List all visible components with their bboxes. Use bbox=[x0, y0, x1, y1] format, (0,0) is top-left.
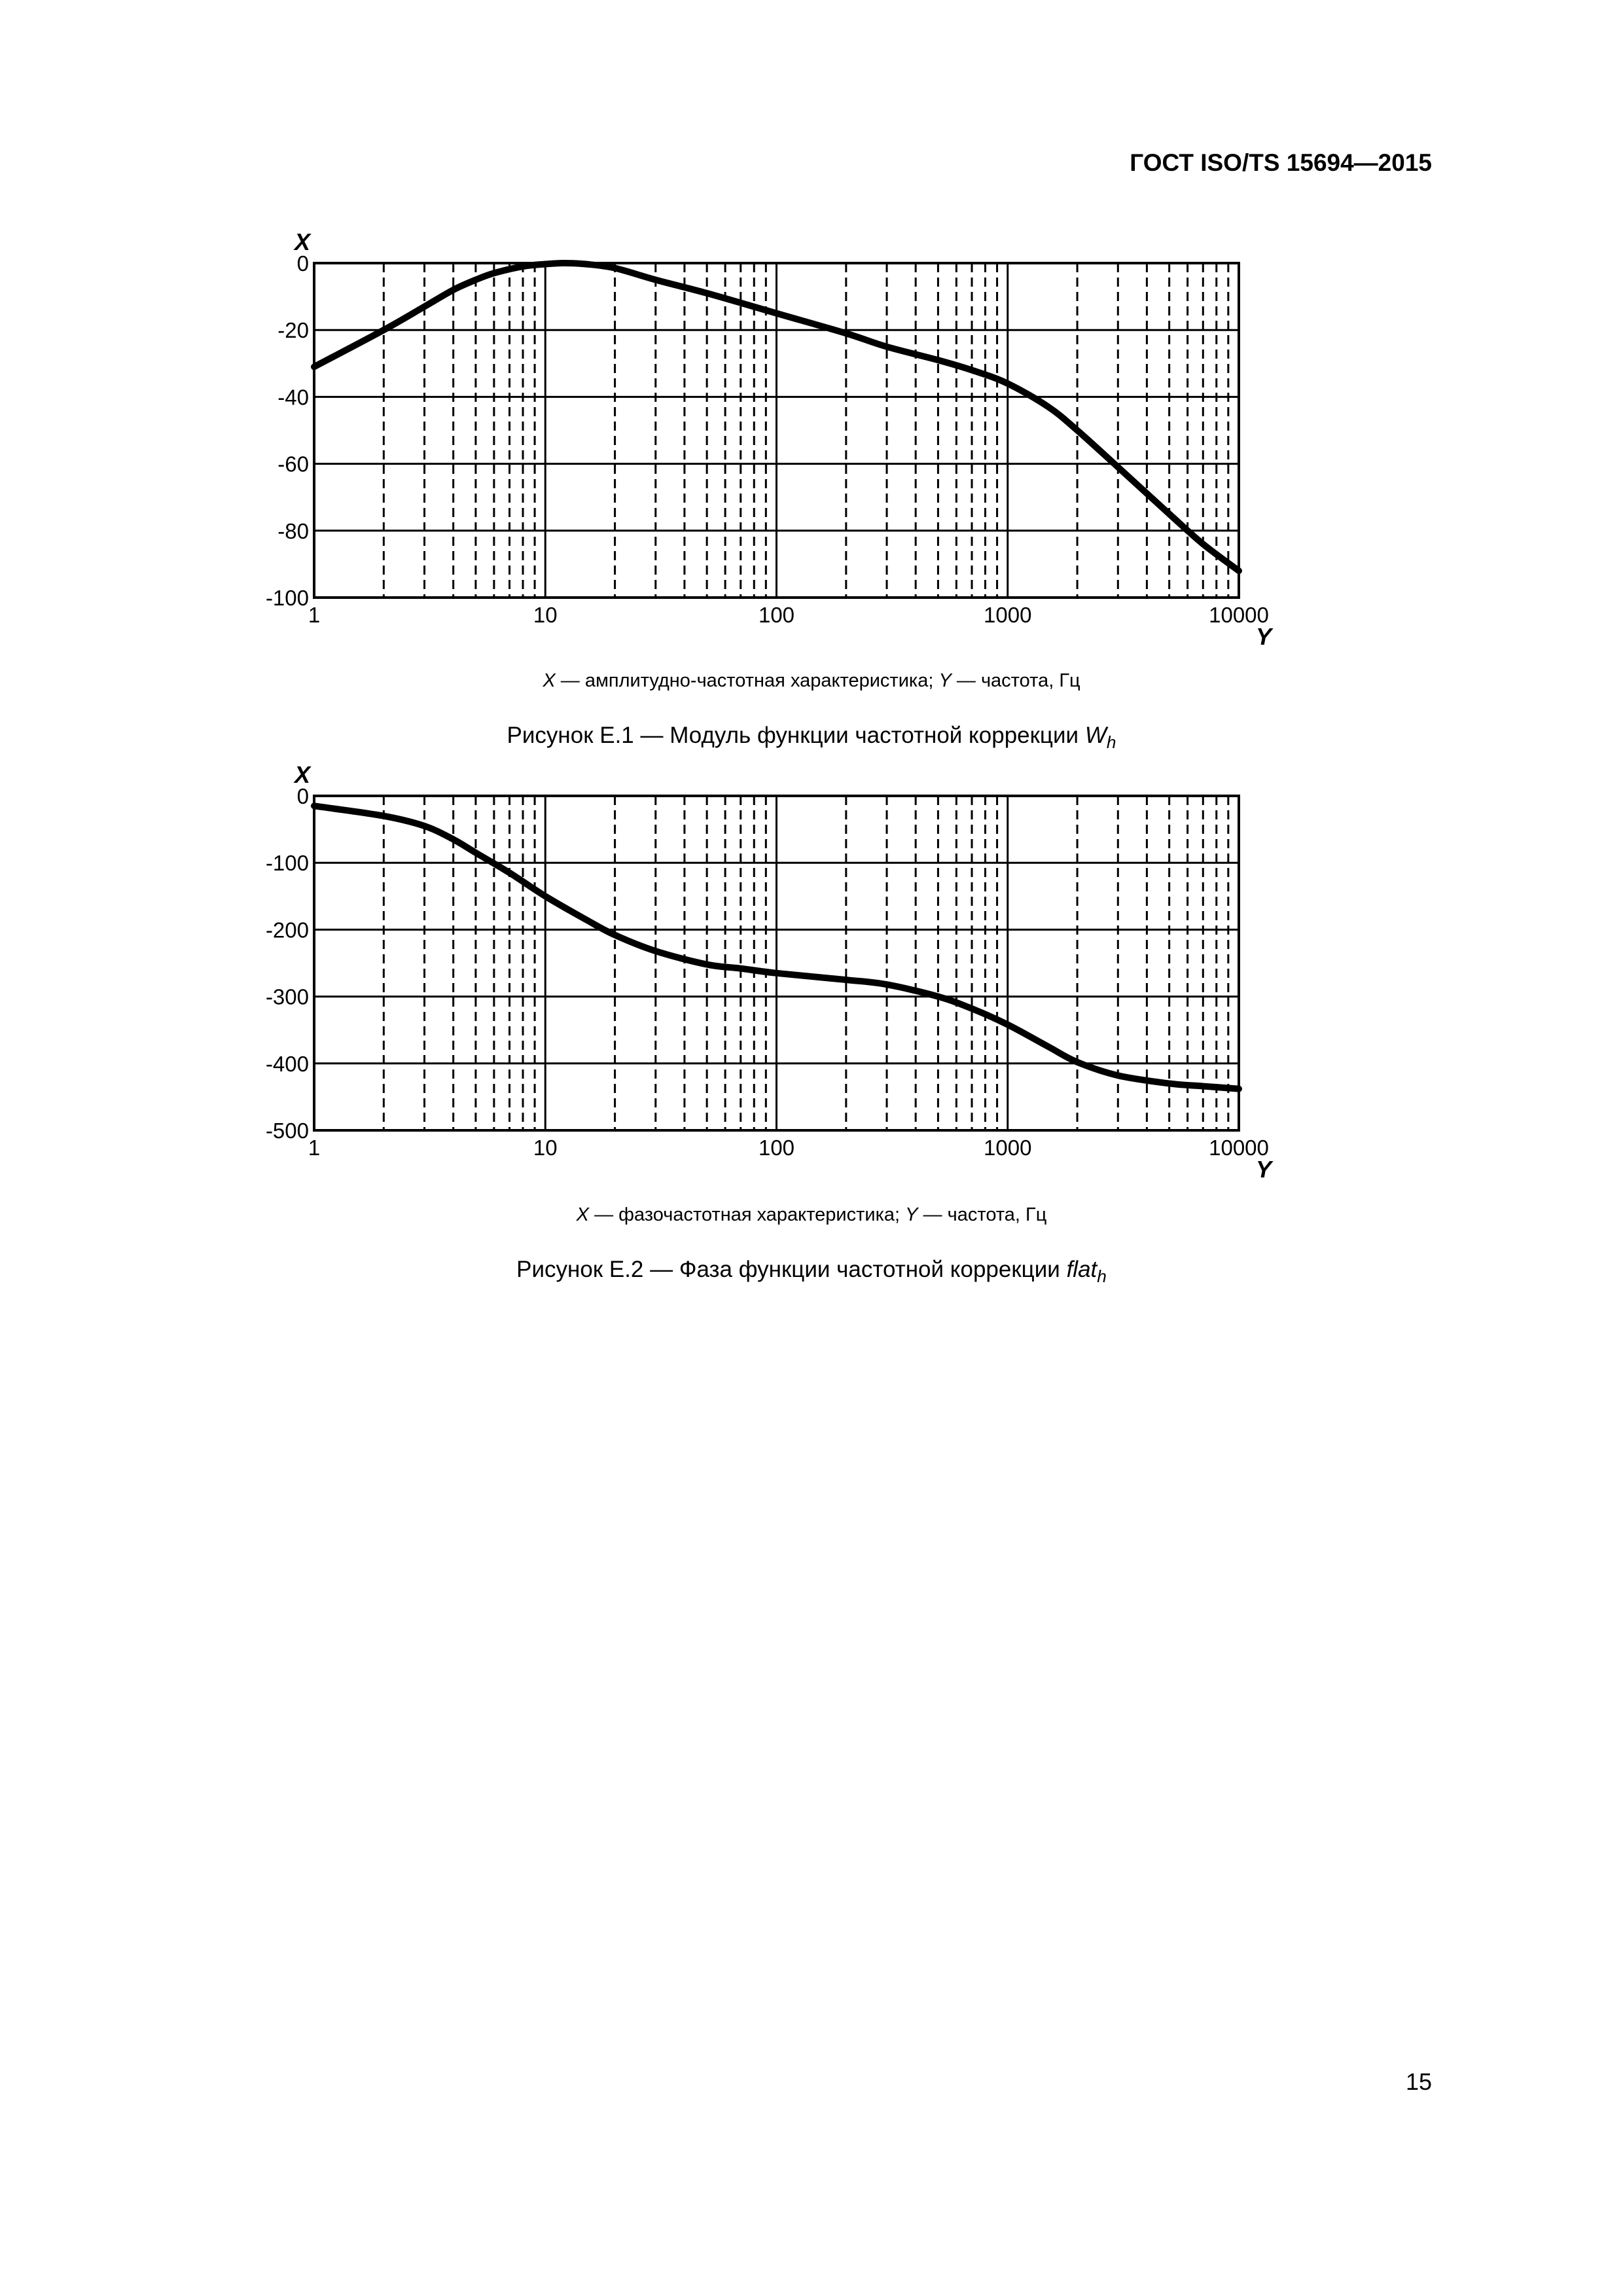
x-tick-label: 10000 bbox=[1209, 1136, 1269, 1160]
y-tick-label: -200 bbox=[266, 918, 309, 942]
y-tick-label: -500 bbox=[266, 1119, 309, 1143]
caption-symbol: W bbox=[1084, 723, 1107, 748]
y-axis-label: X bbox=[293, 228, 312, 255]
figure-2-legend: X — фазочастотная характеристика; Y — ча… bbox=[0, 1204, 1623, 1226]
y-axis-label: X bbox=[293, 761, 312, 788]
y-tick-label: 0 bbox=[297, 784, 309, 808]
figure-1-legend: X — амплитудно-частотная характеристика;… bbox=[0, 670, 1623, 692]
y-tick-label: -100 bbox=[266, 586, 309, 610]
caption-text: Рисунок Е.2 — Фаза функции частотной кор… bbox=[516, 1257, 1067, 1282]
y-tick-label: -20 bbox=[277, 318, 309, 342]
x-tick-label: 100 bbox=[758, 1136, 794, 1160]
legend-x-symbol: X bbox=[543, 670, 556, 691]
y-tick-label: -400 bbox=[266, 1052, 309, 1076]
caption-text: Рисунок Е.1 — Модуль функции частотной к… bbox=[507, 723, 1085, 748]
x-tick-label: 100 bbox=[758, 603, 794, 627]
x-tick-label: 1000 bbox=[984, 1136, 1031, 1160]
y-tick-label: -300 bbox=[266, 985, 309, 1009]
figure-1-caption: Рисунок Е.1 — Модуль функции частотной к… bbox=[0, 723, 1623, 753]
legend-y-text: — частота, Гц bbox=[951, 670, 1080, 691]
legend-x-symbol: X bbox=[576, 1204, 590, 1225]
x-tick-label: 1 bbox=[308, 1136, 320, 1160]
x-axis-label: Y bbox=[1256, 623, 1274, 650]
y-tick-label: -100 bbox=[266, 851, 309, 875]
x-tick-label: 10000 bbox=[1209, 603, 1269, 627]
x-tick-label: 1 bbox=[308, 603, 320, 627]
legend-x-text: — фазочастотная характеристика; bbox=[589, 1204, 906, 1225]
legend-y-symbol: Y bbox=[938, 670, 952, 691]
x-tick-label: 1000 bbox=[984, 603, 1031, 627]
y-tick-label: -80 bbox=[277, 519, 309, 543]
x-tick-label: 10 bbox=[533, 1136, 558, 1160]
legend-y-symbol: Y bbox=[905, 1204, 918, 1225]
figure-2-caption: Рисунок Е.2 — Фаза функции частотной кор… bbox=[0, 1257, 1623, 1287]
x-tick-label: 10 bbox=[533, 603, 558, 627]
caption-subscript: h bbox=[1097, 1266, 1107, 1286]
legend-y-text: — частота, Гц bbox=[918, 1204, 1047, 1225]
plot-frame bbox=[313, 795, 1240, 1132]
caption-symbol: flat bbox=[1066, 1257, 1097, 1282]
caption-subscript: h bbox=[1106, 732, 1116, 752]
y-tick-label: 0 bbox=[297, 251, 309, 276]
x-axis-label: Y bbox=[1256, 1156, 1274, 1183]
y-tick-label: -40 bbox=[277, 385, 309, 409]
page-number: 15 bbox=[1405, 2068, 1432, 2095]
y-tick-label: -60 bbox=[277, 452, 309, 476]
plot-frame bbox=[313, 262, 1240, 599]
document-header: ГОСТ ISO/TS 15694—2015 bbox=[1130, 149, 1432, 176]
legend-x-text: — амплитудно-частотная характеристика; bbox=[555, 670, 939, 691]
data-series-line bbox=[311, 260, 1242, 575]
data-series-line bbox=[311, 802, 1242, 1092]
